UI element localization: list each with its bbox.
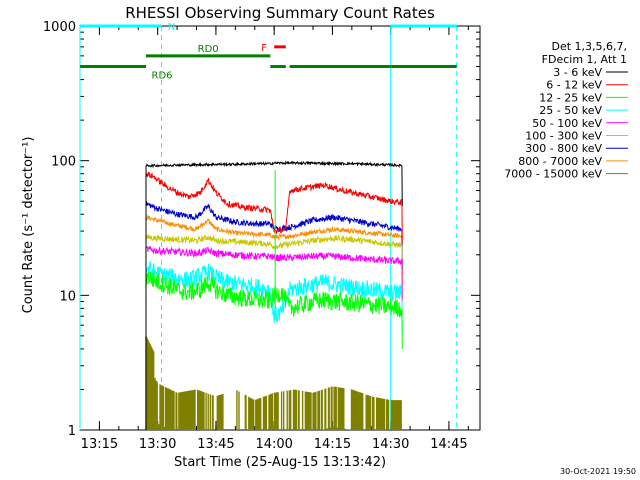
legend-item-label: 50 - 100 keV [532,117,602,130]
x-tick-label: 14:45 [430,437,467,452]
legend-item-label: 3 - 6 keV [553,66,602,79]
series-line [145,171,403,430]
y-axis-label: Count Rate (s⁻¹ detector⁻¹) [21,137,36,314]
x-tick-label: 14:15 [314,437,351,452]
state-bar-label: RD6 [152,71,173,82]
x-tick-label: 14:30 [372,437,409,452]
footer-date: 30-Oct-2021 19:50 [560,467,636,476]
plot-area: 1 10 100 1000 13:15 13:30 13:45 14:00 14:15 14:30… [43,20,481,452]
series-line [145,160,403,430]
legend-item-label: 800 - 7000 keV [518,155,602,168]
legend-item-label: 25 - 50 keV [539,104,602,117]
series-line [145,234,403,430]
x-axis-label: Start Time (25-Aug-15 13:13:42) [174,455,386,470]
chart-title: RHESSI Observing Summary Count Rates [125,4,435,22]
x-tick-label: 13:15 [81,437,118,452]
series-line [145,214,403,430]
series-line [145,259,403,430]
x-tick-label: 13:45 [197,437,234,452]
y-tick-label: 10 [59,289,76,304]
state-bar-label: RD0 [198,44,219,55]
series-line [145,335,402,430]
legend-header: FDecim 1, Att 1 [542,53,627,66]
state-bar-label: N [168,22,175,33]
x-tick-label: 14:00 [255,437,292,452]
series-line [145,245,403,430]
legend-item-label: 300 - 800 keV [525,142,602,155]
state-bar-label: F [261,43,267,54]
legend-item-label: 6 - 12 keV [546,79,602,92]
y-tick-label: 1 [68,424,76,439]
legend-item-label: 100 - 300 keV [525,130,602,143]
legend-item-label: 7000 - 15000 keV [504,168,602,181]
legend: Det 1,3,5,6,7,FDecim 1, Att 13 - 6 keV6 … [504,40,628,181]
x-tick-label: 13:30 [139,437,176,452]
series-line [145,271,403,430]
legend-header: Det 1,3,5,6,7, [551,40,627,53]
y-tick-label: 1000 [43,20,76,35]
legend-item-label: 12 - 25 keV [539,91,602,104]
y-tick-label: 100 [51,155,76,170]
